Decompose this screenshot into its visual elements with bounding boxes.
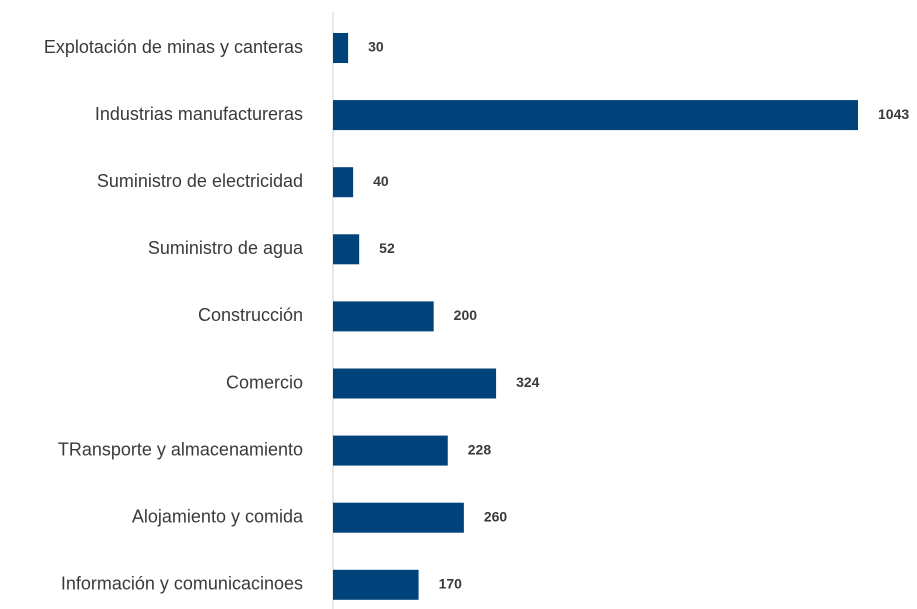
bar: [333, 167, 354, 198]
bar: [333, 435, 448, 466]
bar: [333, 100, 858, 131]
category-label: Suministro de electricidad: [97, 171, 303, 191]
bar: [333, 502, 464, 533]
value-label: 52: [379, 240, 395, 256]
value-label: 30: [368, 39, 384, 55]
category-label: Industrias manufactureras: [95, 104, 303, 124]
value-label: 40: [373, 173, 389, 189]
category-label: Suministro de agua: [148, 238, 304, 258]
value-label: 200: [454, 307, 478, 323]
value-label: 324: [516, 374, 540, 390]
value-label: 228: [468, 441, 492, 457]
bar: [333, 368, 497, 399]
category-label: Alojamiento y comida: [132, 506, 304, 526]
bar: [333, 234, 360, 265]
value-label: 260: [484, 508, 508, 524]
bar: [333, 301, 434, 332]
value-label: 170: [439, 576, 463, 592]
category-label: Comercio: [226, 372, 303, 392]
bar: [333, 569, 419, 600]
value-label: 1043: [878, 106, 909, 122]
bar: [333, 33, 349, 63]
category-label: Construcción: [198, 305, 303, 325]
category-label: TRansporte y almacenamiento: [58, 439, 303, 459]
category-label: Explotación de minas y canteras: [44, 37, 303, 57]
category-label: Información y comunicacinoes: [61, 574, 303, 594]
